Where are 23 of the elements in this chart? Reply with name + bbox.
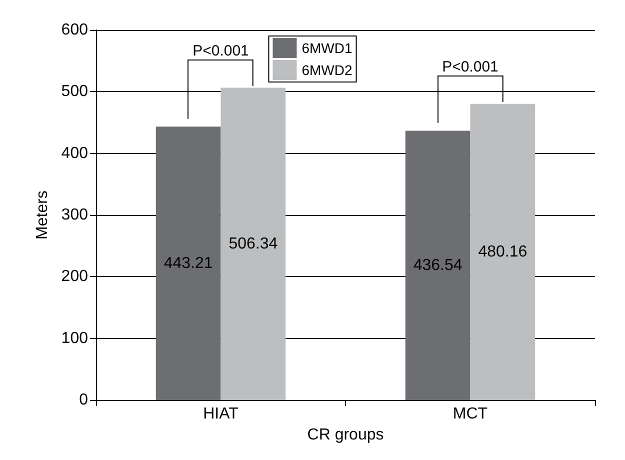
legend-label: 6MWD1	[302, 40, 352, 56]
data-label: 443.21	[164, 254, 213, 272]
data-label: 436.54	[413, 256, 462, 274]
y-axis-title: Meters	[34, 190, 51, 240]
y-tick-label: 500	[61, 83, 88, 100]
annotation: P<0.001	[442, 58, 498, 76]
data-label: 506.34	[228, 235, 278, 252]
x-axis-title: CR groups	[307, 426, 384, 444]
y-tick-label: 300	[61, 206, 88, 224]
annotation: P<0.001	[192, 42, 249, 60]
y-tick-label: 0	[79, 392, 88, 408]
y-tick-label: 400	[61, 144, 88, 162]
legend-label: 6MWD2	[302, 62, 352, 78]
bar	[405, 130, 470, 400]
data-label: 480.16	[478, 243, 528, 260]
y-tick-label: 100	[61, 330, 88, 347]
x-tick-label: MCT	[452, 406, 488, 422]
bar	[220, 88, 286, 400]
x-tick-label: HIAT	[203, 406, 239, 422]
y-tick-label: 200	[61, 268, 88, 286]
bar	[156, 126, 221, 400]
y-tick-label: 600	[61, 22, 88, 38]
bar	[470, 104, 536, 400]
